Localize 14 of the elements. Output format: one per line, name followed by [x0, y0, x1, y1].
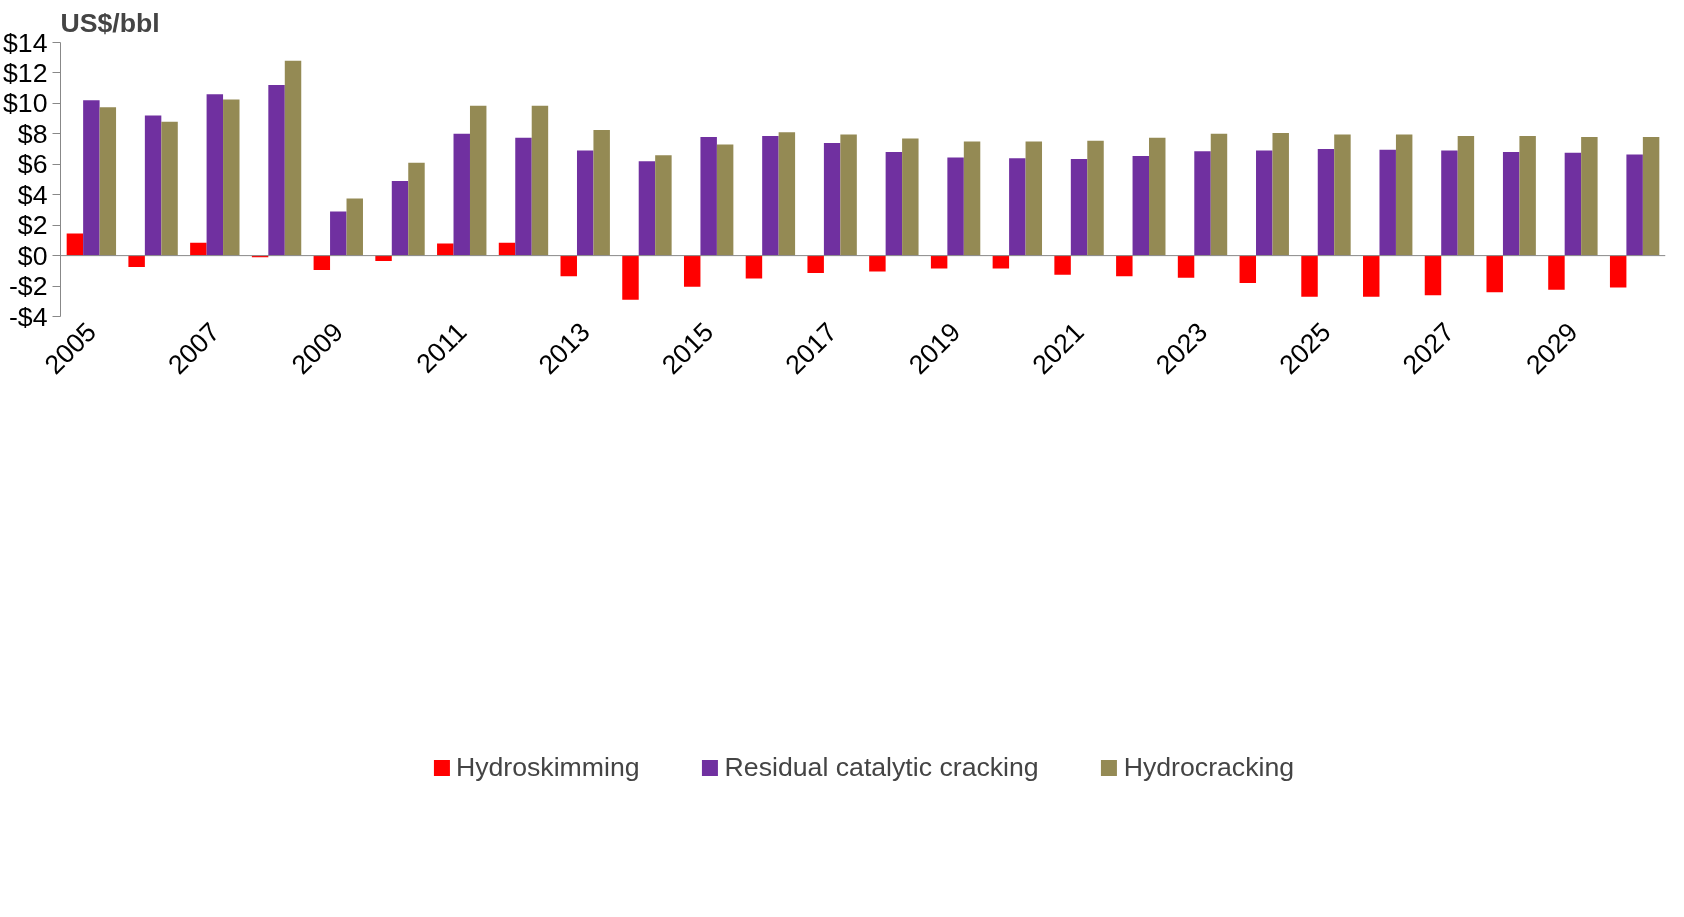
y-tick-label: $0: [17, 240, 48, 271]
y-tick-label: $4: [17, 179, 48, 210]
y-axis-title: US$/bbl: [60, 7, 160, 38]
y-tick-label: $8: [17, 118, 48, 149]
y-tick-label: -$2: [8, 271, 48, 302]
y-tick-label: $6: [17, 149, 48, 180]
legend-label: Hydrocracking: [1123, 751, 1295, 783]
y-tick-label: -$4: [8, 301, 48, 332]
y-tick-label: $2: [17, 210, 48, 241]
legend-label: Hydroskimming: [455, 751, 640, 783]
y-tick-label: $12: [3, 57, 48, 88]
y-tick-label: $10: [3, 88, 48, 119]
y-tick-label: $14: [3, 27, 48, 58]
legend-label: Residual catalytic cracking: [724, 751, 1039, 783]
